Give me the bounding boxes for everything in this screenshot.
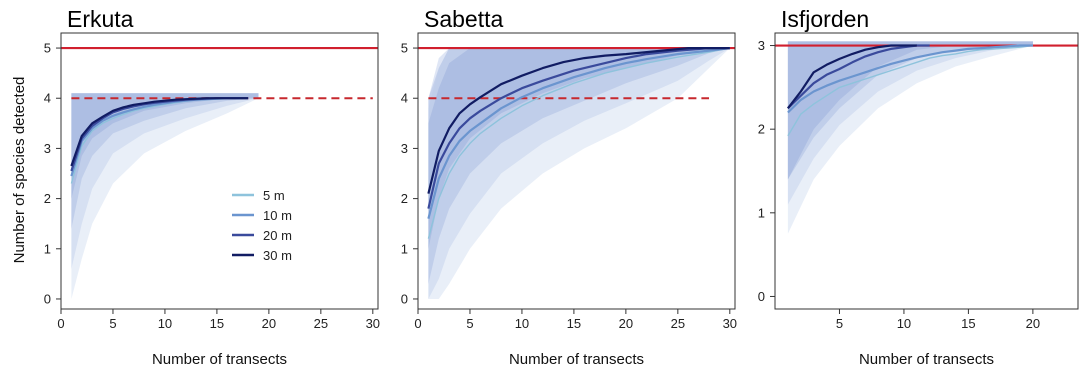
series-line-20m [787, 44, 930, 110]
y-tick-label: 1 [758, 205, 765, 220]
panel-erkuta: 0 5 10 15 20 25 30 0 1 2 3 4 5 Erkuta Number of transe… [44, 6, 380, 368]
x-tick-label: 0 [57, 316, 64, 331]
y-tick-label: 5 [401, 41, 408, 56]
y-tick-label: 5 [44, 41, 51, 56]
x-axis-title: Number of transects [509, 351, 644, 368]
series-line-10m [787, 44, 1033, 114]
series-line-5m [427, 47, 730, 239]
plot-frame [774, 32, 1079, 310]
x-tick-label: 10 [515, 316, 529, 331]
x-axis-title: Number of transects [859, 351, 994, 368]
x-tick-label: 20 [1026, 316, 1040, 331]
band-30m [787, 41, 1033, 180]
y-tick-label: 3 [758, 38, 765, 53]
x-tick-label: 30 [723, 316, 737, 331]
y-tick-label: 3 [44, 141, 51, 156]
legend-label: 30 m [263, 248, 292, 263]
x-tick-label: 15 [210, 316, 224, 331]
legend-label: 20 m [263, 228, 292, 243]
x-tick-label: 0 [414, 316, 421, 331]
plot-frame [417, 32, 736, 310]
plot-area [775, 41, 1078, 234]
x-tick-label: 15 [961, 316, 975, 331]
y-tick-label: 0 [44, 291, 51, 306]
x-tick-label: 30 [366, 316, 380, 331]
x-tick-label: 5 [109, 316, 116, 331]
y-tick-label: 4 [401, 91, 408, 106]
y-tick-label: 0 [401, 291, 408, 306]
panel-title: Erkuta [67, 6, 134, 32]
y-tick-label: 4 [44, 91, 51, 106]
x-tick-label: 25 [671, 316, 685, 331]
y-axis-title: Number of species detected [11, 77, 28, 264]
panel-title: Isfjorden [781, 6, 869, 32]
series-line-30m [787, 44, 917, 109]
y-tick-label: 1 [401, 241, 408, 256]
legend-label: 5 m [263, 188, 285, 203]
series-line-30m [427, 46, 730, 194]
x-tick-label: 20 [619, 316, 633, 331]
x-tick-label: 10 [897, 316, 911, 331]
x-tick-label: 5 [836, 316, 843, 331]
y-tick-label: 2 [758, 122, 765, 137]
band-30m [71, 93, 259, 199]
y-tick-label: 2 [401, 191, 408, 206]
x-tick-label: 5 [466, 316, 473, 331]
plot-area [61, 46, 378, 299]
band-10m [71, 93, 259, 269]
plot-area [418, 46, 735, 299]
y-tick-label: 1 [44, 241, 51, 256]
x-tick-label: 15 [567, 316, 581, 331]
x-tick-label: 25 [314, 316, 328, 331]
panel-isfjorden: 5 10 15 20 0 1 2 3 Isfjorden Number of transects [758, 6, 1079, 368]
x-axis-title: Number of transects [152, 351, 287, 368]
legend: 5 m 10 m 20 m 30 m [232, 188, 292, 263]
panel-title: Sabetta [424, 6, 503, 32]
x-tick-label: 10 [158, 316, 172, 331]
series-line-20m [427, 46, 730, 209]
x-tick-label: 20 [262, 316, 276, 331]
y-tick-label: 2 [44, 191, 51, 206]
panel-sabetta: 0 5 10 15 20 25 30 0 1 2 3 4 5 Sabetta Number of trans… [401, 6, 737, 368]
y-tick-label: 3 [401, 141, 408, 156]
band-30m [428, 48, 730, 249]
series-line-5m [787, 44, 1033, 137]
series-line-30m [70, 97, 249, 167]
legend-label: 10 m [263, 208, 292, 223]
series-line-10m [427, 47, 730, 219]
y-tick-label: 0 [758, 289, 765, 304]
plot-frame [60, 32, 379, 310]
band-20m [71, 93, 259, 229]
